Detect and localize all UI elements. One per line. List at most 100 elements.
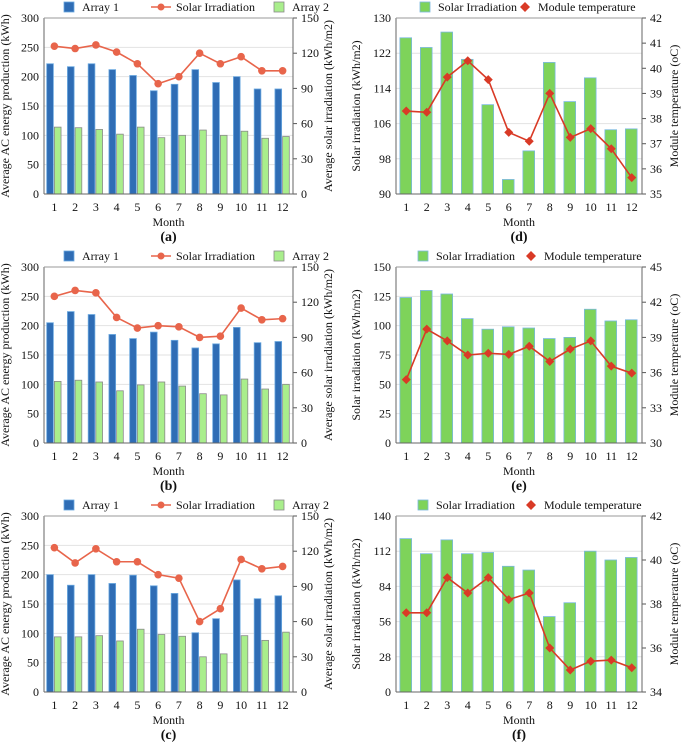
- y-right-tick-label: 33: [650, 401, 662, 415]
- legend-marker: [520, 2, 530, 12]
- point-marker: [401, 375, 411, 385]
- y-left-tick-label: 122: [373, 46, 391, 60]
- x-tick-label: 5: [485, 449, 491, 463]
- bar-array1: [108, 69, 117, 195]
- bar-array2: [74, 379, 83, 444]
- bar-array1: [67, 66, 75, 195]
- point-marker: [237, 52, 245, 61]
- y-right-tick-label: 30: [301, 650, 313, 664]
- x-tick-label: 4: [465, 200, 471, 214]
- point-marker: [133, 557, 142, 566]
- bar-array1: [233, 327, 241, 444]
- bar-array1: [129, 338, 137, 444]
- bar-array2: [282, 383, 290, 444]
- legend-swatch: [417, 250, 429, 262]
- point-marker: [504, 349, 514, 359]
- point-marker: [133, 324, 142, 332]
- point-marker: [504, 127, 514, 137]
- point-marker: [606, 144, 616, 154]
- x-tick-label: 10: [585, 200, 597, 214]
- y-left-tick-label: 100: [21, 128, 39, 142]
- x-tick-label: 3: [93, 449, 99, 463]
- point-marker: [627, 368, 637, 378]
- legend-label: Module temperature: [544, 498, 642, 512]
- bar-array1: [150, 90, 158, 195]
- y-right-axis-label: Module temperature (oC): [667, 45, 681, 168]
- bar-array2: [178, 635, 186, 693]
- point-marker: [216, 604, 225, 613]
- y-right-tick-label: 39: [650, 330, 662, 344]
- x-tick-label: 10: [585, 449, 597, 463]
- y-right-tick-label: 0: [301, 436, 307, 450]
- x-tick-label: 11: [256, 449, 268, 463]
- bar-array2: [116, 640, 124, 693]
- point-marker: [545, 356, 555, 366]
- legend-marker: [157, 501, 165, 509]
- point-marker: [627, 173, 637, 183]
- y-right-tick-label: 38: [650, 112, 662, 126]
- bar-array1: [191, 347, 200, 444]
- legend-label: Solar Irradiation: [176, 249, 255, 263]
- x-axis-label: Month: [503, 464, 535, 478]
- point-marker: [565, 132, 575, 142]
- y-right-tick-label: 30: [301, 152, 313, 166]
- y-left-tick-label: 50: [27, 656, 39, 670]
- legend-marker: [157, 3, 165, 11]
- bar-array1: [67, 584, 75, 693]
- bar-array2: [157, 634, 166, 693]
- legend-label: Array 2: [292, 249, 329, 263]
- y-left-tick-label: 100: [21, 626, 39, 640]
- point-marker: [545, 643, 555, 653]
- x-tick-label: 8: [197, 200, 203, 214]
- x-tick-label: 7: [526, 449, 532, 463]
- y-left-tick-label: 125: [373, 289, 391, 303]
- point-marker: [154, 570, 162, 579]
- bar-array2: [116, 390, 124, 444]
- x-tick-label: 3: [444, 698, 450, 712]
- bar-array2: [53, 380, 62, 444]
- y-left-tick-label: 106: [373, 117, 391, 131]
- x-tick-label: 5: [134, 698, 140, 712]
- bar-array1: [129, 75, 137, 195]
- y-right-tick-label: 45: [650, 260, 662, 274]
- legend-swatch: [63, 499, 75, 511]
- y-left-tick-label: 56: [379, 615, 391, 629]
- point-marker: [422, 107, 432, 117]
- point-marker: [422, 608, 432, 618]
- panel-label: (a): [160, 230, 177, 245]
- x-tick-label: 5: [134, 449, 140, 463]
- point-marker: [71, 44, 79, 53]
- x-tick-label: 3: [444, 200, 450, 214]
- point-marker: [195, 333, 204, 342]
- legend-label: Solar Irradiation: [176, 498, 255, 512]
- bar-solar_bar: [460, 318, 474, 444]
- bar-array2: [178, 134, 186, 195]
- x-tick-label: 4: [114, 449, 120, 463]
- point-marker: [278, 562, 287, 571]
- bar-array2: [240, 130, 249, 195]
- y-right-axis-label: Average solar irradiation (kWh/m2): [321, 20, 335, 192]
- y-left-tick-label: 250: [21, 40, 39, 54]
- x-tick-label: 10: [235, 449, 247, 463]
- bar-array2: [157, 137, 166, 195]
- y-left-tick-label: 150: [21, 348, 39, 362]
- legend-swatch: [273, 1, 285, 13]
- x-tick-label: 9: [217, 200, 223, 214]
- y-left-tick-label: 250: [21, 289, 39, 303]
- x-tick-label: 4: [465, 698, 471, 712]
- y-right-tick-label: 0: [301, 187, 307, 201]
- y-right-tick-label: 150: [301, 11, 319, 25]
- y-left-tick-label: 0: [385, 436, 391, 450]
- y-right-axis-label: Module temperature (oC): [667, 543, 681, 666]
- x-tick-label: 1: [51, 200, 57, 214]
- y-right-tick-label: 0: [301, 685, 307, 699]
- x-axis-label: Month: [503, 215, 535, 229]
- bar-array2: [178, 385, 186, 444]
- y-right-tick-label: 60: [301, 117, 313, 131]
- bar-solar_bar: [440, 293, 454, 444]
- x-axis-label: Month: [152, 713, 184, 727]
- bar-solar_bar: [481, 104, 495, 195]
- y-left-tick-label: 112: [373, 544, 391, 558]
